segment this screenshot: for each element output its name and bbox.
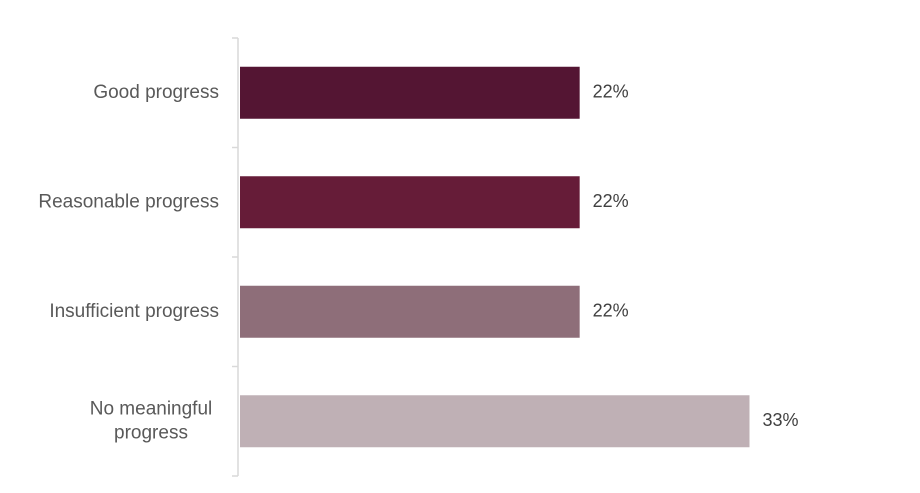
bars xyxy=(240,66,750,448)
bar xyxy=(240,176,580,229)
category-label: Good progress xyxy=(93,82,219,103)
bar xyxy=(240,66,580,119)
value-label: 22% xyxy=(593,301,629,321)
category-label: progress xyxy=(114,422,188,443)
category-label: Reasonable progress xyxy=(38,191,219,212)
value-label: 22% xyxy=(593,82,629,102)
labels: 22% Good progress 22% Reasonable progress 22… xyxy=(38,82,798,444)
category-axis xyxy=(232,37,239,477)
category-label: Insufficient progress xyxy=(49,301,219,322)
value-label: 33% xyxy=(763,410,799,430)
category-label: No meaningful xyxy=(90,398,213,419)
bar xyxy=(240,395,750,448)
bar xyxy=(240,285,580,338)
value-label: 22% xyxy=(593,191,629,211)
